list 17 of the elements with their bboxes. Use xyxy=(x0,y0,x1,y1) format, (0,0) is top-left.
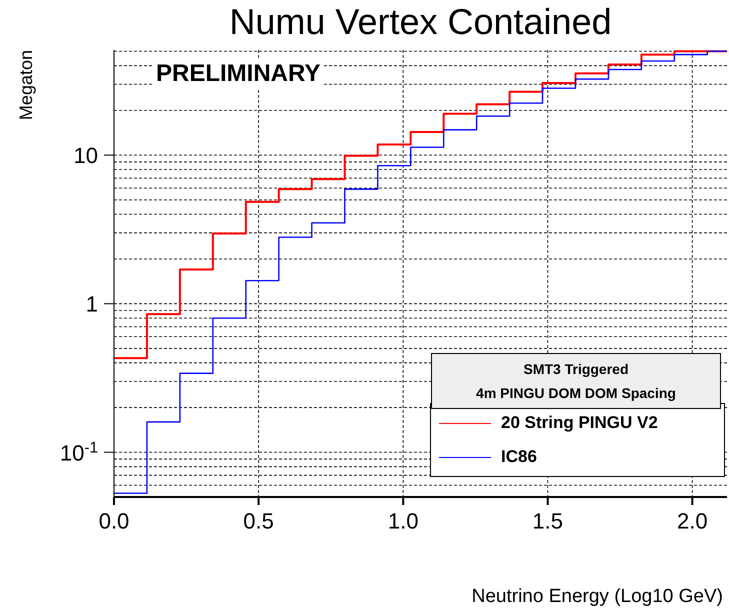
y-tick-label: 10 xyxy=(74,143,98,168)
x-tick-label: 0.5 xyxy=(243,508,274,534)
x-tick-label: 0.0 xyxy=(98,508,130,534)
annotation: SMT3 Triggered xyxy=(522,360,630,379)
chart-title: Numu Vertex Contained xyxy=(228,0,613,44)
y-axis-title: Megaton xyxy=(16,50,37,120)
caption-box: SMT3 Triggered 4m PINGU DOM DOM Spacing xyxy=(431,353,721,409)
legend-label: 20 String PINGU V2 xyxy=(501,413,658,433)
legend-label: IC86 xyxy=(501,447,537,467)
annotation: PRELIMINARY xyxy=(154,60,322,88)
x-tick-label: 2.0 xyxy=(677,508,708,534)
y-tick-label: 10$^{-1}$ xyxy=(60,438,98,466)
y-tick-label: 1 xyxy=(86,292,98,317)
x-tick-label: 1.5 xyxy=(532,508,564,534)
x-tick-label: 1.0 xyxy=(388,508,418,534)
x-axis-title: Neutrino Energy (Log10 GeV) xyxy=(472,586,723,608)
annotation: 4m PINGU DOM DOM Spacing xyxy=(475,384,677,403)
